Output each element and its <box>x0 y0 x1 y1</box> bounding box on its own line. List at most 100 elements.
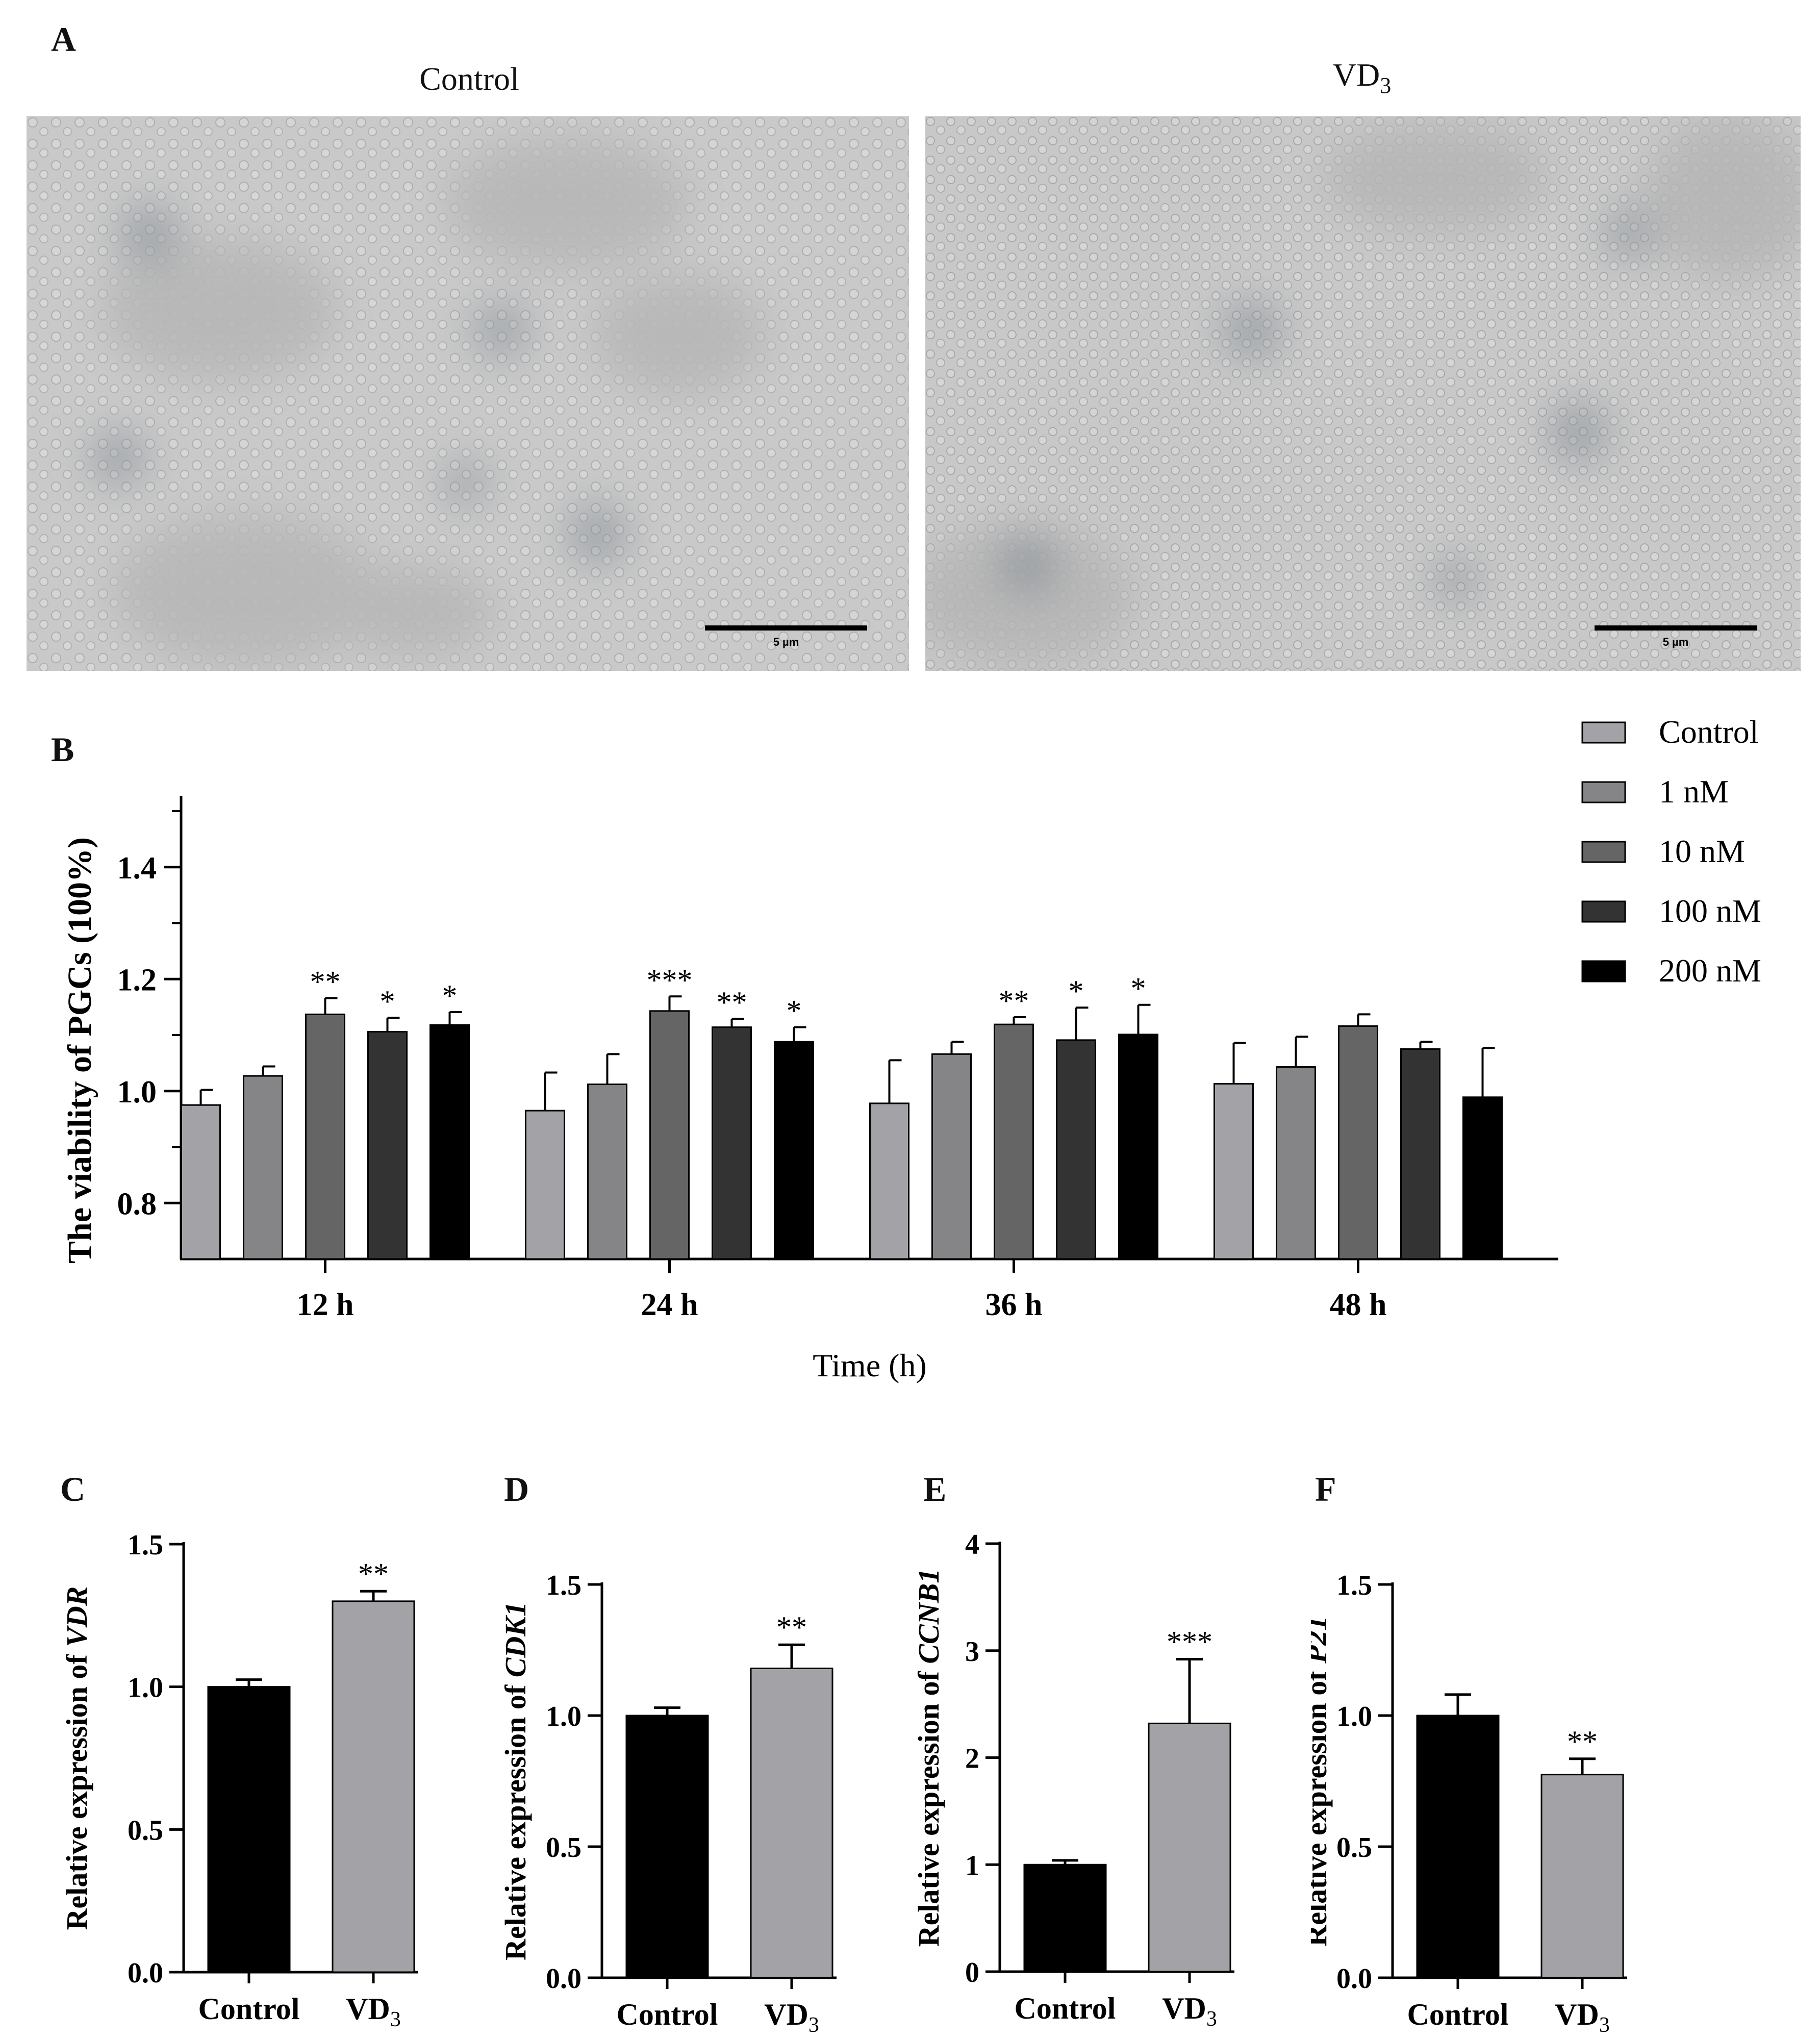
bar <box>1214 1082 1254 1260</box>
x-tick-label: 12 h <box>297 1288 354 1322</box>
x-tick-label: VD3 <box>1555 1998 1610 2037</box>
bar <box>1540 1774 1624 1979</box>
y-tick-label: 0.5 <box>1336 1832 1372 1863</box>
panel-b-letter: B <box>51 730 74 769</box>
y-tick-label: 0.0 <box>1336 1963 1372 1995</box>
y-tick-label: 1.0 <box>117 1075 157 1110</box>
bar <box>1056 1039 1096 1260</box>
micrograph-control: 5 µm <box>27 116 909 671</box>
legend-label: 100 nM <box>1659 893 1761 929</box>
x-tick-label: 48 h <box>1330 1288 1387 1322</box>
significance-label: * <box>1069 974 1084 1008</box>
y-tick-label: 1.0 <box>546 1701 582 1732</box>
x-tick-label: 36 h <box>985 1288 1043 1322</box>
viability-chart: 0.8 1.0 1.2 1.4 The viability of PGCs (100%)… <box>61 714 1761 1383</box>
legend-swatch <box>1581 841 1626 863</box>
legend-swatch <box>1581 900 1626 923</box>
y-axis-label: Relative expression of VDR <box>60 1586 93 1930</box>
bar <box>332 1600 415 1973</box>
bar <box>869 1102 909 1260</box>
significance-label: * <box>1131 972 1146 1005</box>
bar <box>1023 1863 1107 1973</box>
scale-bar-vd3 <box>1595 625 1757 631</box>
significance-label: ** <box>358 1557 389 1591</box>
micrograph-vd3-title-main: VD <box>1332 57 1380 93</box>
micrograph-control-image <box>27 116 909 671</box>
x-tick-label: VD3 <box>346 1992 401 2031</box>
x-tick-label: Control <box>198 1992 300 2026</box>
y-tick-label: 1.2 <box>117 963 157 997</box>
y-tick-label: 1.0 <box>128 1672 163 1704</box>
panel-d-letter: D <box>504 1470 529 1508</box>
bar <box>525 1110 565 1260</box>
legend-label: 200 nM <box>1659 952 1761 989</box>
ccnb1-expression-chart: 0 1 2 3 4 Relative expression of CCNB1 Control… <box>913 1529 1234 2031</box>
legend-swatch <box>1581 721 1626 744</box>
micrograph-vd3-title-sub: 3 <box>1380 72 1392 98</box>
micrograph-vd3-image <box>925 116 1801 671</box>
panel-a-letter: A <box>51 20 77 59</box>
panel-e-letter: E <box>923 1470 947 1508</box>
significance-label: ** <box>999 984 1029 1018</box>
vdr-expression-chart: 0.0 0.5 1.0 1.5 Relative expression of VDR Co… <box>60 1529 418 2031</box>
y-tick-label: 0.8 <box>117 1187 157 1221</box>
significance-label: *** <box>647 963 693 997</box>
y-tick-label: 0.5 <box>546 1832 582 1863</box>
bar <box>1148 1722 1231 1973</box>
bar <box>243 1075 283 1260</box>
bar <box>712 1026 752 1260</box>
legend-swatch <box>1581 781 1626 803</box>
y-axis-label: The viability of PGCs (100%) <box>61 837 98 1264</box>
y-tick-label: 0.0 <box>128 1957 163 1989</box>
significance-label: * <box>787 994 802 1028</box>
y-tick-label: 1.5 <box>546 1570 582 1601</box>
panel-f-letter: F <box>1315 1470 1336 1508</box>
bar <box>1400 1048 1440 1260</box>
significance-label: ** <box>1567 1725 1598 1758</box>
x-axis-label: Time (h) <box>813 1347 926 1383</box>
x-tick-label: VD3 <box>1162 1992 1217 2031</box>
legend-label: 1 nM <box>1659 773 1729 810</box>
bar <box>1118 1034 1158 1260</box>
bar <box>931 1053 972 1260</box>
significance-label: * <box>380 985 395 1018</box>
cdk1-expression-chart: 0.0 0.5 1.0 1.5 Relative expression of CDK1 C… <box>499 1570 837 2037</box>
y-tick-label: 1.5 <box>1336 1570 1372 1601</box>
bar <box>181 1104 221 1260</box>
scale-label-vd3: 5 µm <box>1662 636 1689 648</box>
x-tick-label: Control <box>1407 1998 1509 2031</box>
micrograph-vd3-title: VD3 <box>923 56 1801 98</box>
bar <box>774 1041 814 1260</box>
bar <box>1276 1066 1316 1260</box>
micrograph-control-title-text: Control <box>419 61 519 97</box>
significance-label: ** <box>310 965 341 999</box>
x-tick-label: VD3 <box>764 1998 819 2037</box>
y-tick-label: 1 <box>965 1850 979 1881</box>
significance-label: *** <box>1167 1625 1212 1659</box>
y-tick-label: 1.5 <box>128 1529 163 1561</box>
bar <box>367 1030 408 1260</box>
legend-label: Control <box>1659 714 1759 750</box>
bar <box>649 1010 690 1260</box>
bar <box>207 1686 291 1973</box>
micrograph-vd3: 5 µm <box>925 116 1801 671</box>
y-tick-label: 0 <box>965 1957 979 1988</box>
y-tick-label: 0.0 <box>546 1963 582 1995</box>
bar <box>1338 1025 1378 1260</box>
bar <box>750 1667 833 1979</box>
significance-label: ** <box>717 986 747 1019</box>
y-tick-label: 2 <box>965 1743 979 1775</box>
bar <box>429 1024 470 1260</box>
legend-label: 10 nM <box>1659 833 1745 869</box>
scale-bar-control <box>705 625 867 631</box>
y-tick-label: 3 <box>965 1636 979 1668</box>
bar <box>305 1013 345 1260</box>
x-tick-label: Control <box>1015 1992 1116 2025</box>
bar <box>587 1084 627 1260</box>
legend-swatch <box>1581 960 1626 983</box>
y-axis-label: Relative expression of P21 <box>1311 1616 1333 1946</box>
panel-c-letter: C <box>60 1470 86 1508</box>
micrograph-control-title: Control <box>31 60 908 98</box>
y-tick-label: 0.5 <box>128 1815 163 1846</box>
